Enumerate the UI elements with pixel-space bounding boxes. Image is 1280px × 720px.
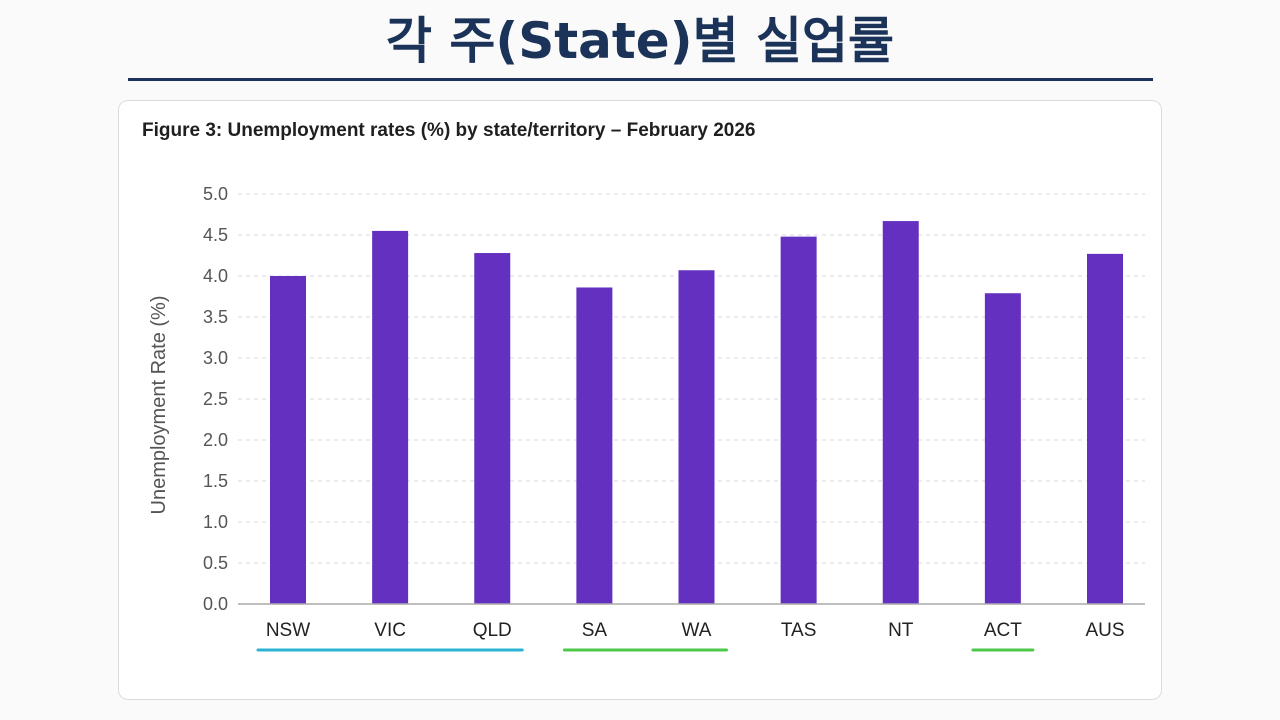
y-tick-label: 2.5 (203, 389, 228, 409)
x-tick-label-nt: NT (888, 620, 914, 641)
y-tick-label: 1.0 (203, 512, 228, 532)
y-tick-label: 3.0 (203, 348, 228, 368)
y-axis-ticks: 0.0 0.5 1.0 1.5 2.0 2.5 3.0 3.5 4.0 4.5 5.0 (203, 184, 228, 614)
x-tick-label-act: ACT (984, 620, 1022, 641)
y-tick-label: 1.5 (203, 471, 228, 491)
bar-tas (780, 236, 817, 604)
bars (270, 221, 1123, 605)
x-tick-label-tas: TAS (781, 620, 817, 641)
y-tick-label: 2.0 (203, 430, 228, 450)
y-tick-label: 4.5 (203, 225, 228, 245)
bar-nsw (270, 276, 306, 604)
y-tick-label: 5.0 (203, 184, 228, 204)
bar-qld (474, 253, 511, 605)
y-tick-label: 0.0 (203, 594, 228, 614)
slide-title: 각 주(State)별 실업률 (386, 12, 894, 70)
x-tick-label-sa: SA (582, 620, 608, 641)
figure-title: Figure 3: Unemployment rates (%) by stat… (142, 120, 756, 141)
x-tick-label-nsw: NSW (266, 620, 310, 641)
bar-aus (1087, 253, 1123, 605)
bar-wa (678, 270, 715, 604)
x-tick-label-aus: AUS (1085, 620, 1124, 641)
x-axis-ticks: NSW VIC QLD SA WA TAS NT ACT AUS (266, 620, 1125, 641)
x-tick-label-vic: VIC (374, 620, 406, 641)
x-tick-label-wa: WA (682, 620, 712, 641)
x-tick-label-qld: QLD (473, 620, 512, 641)
title-divider (128, 78, 1153, 81)
bar-vic (372, 230, 409, 604)
bar-nt (882, 221, 919, 604)
y-tick-label: 0.5 (203, 553, 228, 573)
y-tick-label: 4.0 (203, 266, 228, 286)
bar-sa (576, 287, 613, 604)
y-tick-label: 3.5 (203, 307, 228, 327)
bar-act (984, 293, 1021, 604)
y-axis-title: Unemployment Rate (%) (148, 296, 170, 515)
